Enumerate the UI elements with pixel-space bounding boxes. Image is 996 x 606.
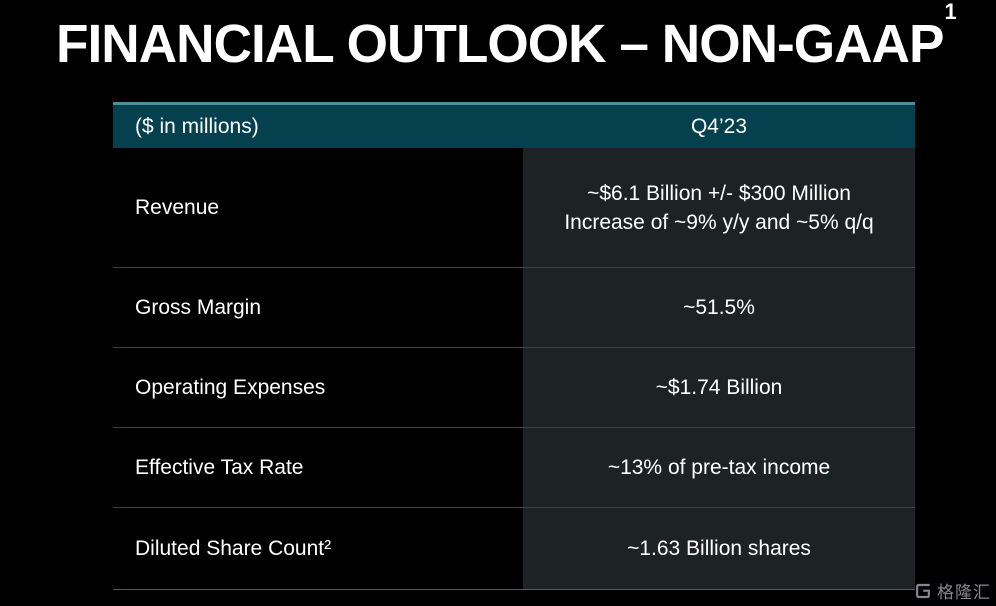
- table-row-gross-margin: Gross Margin ~51.5%: [113, 268, 915, 348]
- row-value: ~1.63 Billion shares: [523, 508, 915, 589]
- row-value-line: ~$6.1 Billion +/- $300 Million: [587, 181, 851, 205]
- row-label: Diluted Share Count²: [135, 536, 332, 560]
- row-value: ~51.5%: [523, 268, 915, 347]
- row-label: Operating Expenses: [135, 375, 326, 399]
- row-value-line: ~1.63 Billion shares: [627, 537, 811, 560]
- row-label: Revenue: [135, 195, 220, 219]
- row-label: Effective Tax Rate: [135, 455, 304, 479]
- row-value: ~$6.1 Billion +/- $300 Million Increase …: [523, 148, 915, 267]
- row-label: Gross Margin: [135, 295, 262, 319]
- title-footnote-marker: 1: [944, 0, 956, 24]
- watermark: 格隆汇: [913, 578, 991, 603]
- table-header-row: ($ in millions) Q4’23: [113, 102, 915, 148]
- row-value: ~13% of pre-tax income: [523, 428, 915, 507]
- table-header-units: ($ in millions): [135, 114, 259, 138]
- table-row-operating-expenses: Operating Expenses ~$1.74 Billion: [113, 348, 915, 428]
- page-title: FINANCIAL OUTLOOK – NON-GAAP1: [56, 1, 957, 74]
- row-value-line: Increase of ~9% y/y and ~5% q/q: [564, 210, 874, 234]
- outlook-table: ($ in millions) Q4’23 Revenue ~$6.1 Bill…: [113, 102, 915, 590]
- row-value-line: ~13% of pre-tax income: [607, 456, 831, 479]
- table-row-revenue: Revenue ~$6.1 Billion +/- $300 Million I…: [113, 148, 915, 268]
- watermark-brand-text: 格隆汇: [937, 583, 991, 602]
- gelonghui-g-icon: [913, 581, 933, 601]
- row-value-line: ~$1.74 Billion: [655, 376, 783, 399]
- table-row-diluted-share-count: Diluted Share Count² ~1.63 Billion share…: [113, 508, 915, 590]
- table-row-effective-tax-rate: Effective Tax Rate ~13% of pre-tax incom…: [113, 428, 915, 508]
- row-value-line: ~51.5%: [683, 296, 755, 319]
- table-header-quarter: Q4’23: [690, 114, 748, 138]
- page-title-text: FINANCIAL OUTLOOK – NON-GAAP: [56, 14, 944, 74]
- row-value: ~$1.74 Billion: [523, 348, 915, 427]
